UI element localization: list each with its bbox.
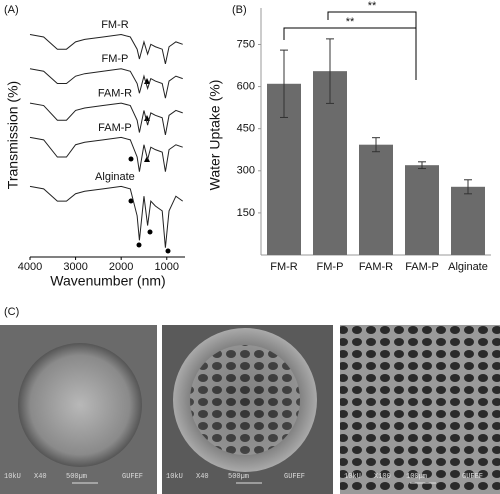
image-caption: X40 — [196, 473, 209, 481]
image-caption: 10kU — [166, 473, 183, 481]
image-caption: 10kU — [4, 473, 21, 481]
image-caption: GUFEF — [284, 473, 305, 481]
series-label: Alginate — [95, 171, 135, 183]
bar — [405, 165, 439, 255]
y-tick-label: 600 — [237, 80, 255, 92]
image-caption: X40 — [34, 473, 47, 481]
bar — [359, 144, 393, 255]
y-tick-label: 750 — [237, 38, 255, 50]
y-tick-label: 150 — [237, 207, 255, 219]
image-caption: GUFEF — [122, 473, 143, 481]
series-label: FAM-R — [98, 87, 132, 99]
x-tick-label: 1000 — [155, 261, 179, 273]
panel-label: (C) — [4, 306, 19, 318]
series-label: FM-R — [101, 19, 129, 31]
x-axis-label: Wavenumber (nm) — [50, 273, 165, 289]
panel-label: (A) — [4, 4, 19, 16]
image-caption: 500µm — [66, 473, 87, 481]
y-axis-label: Transmission (%) — [5, 81, 21, 189]
x-tick-label: 2000 — [109, 261, 133, 273]
series-label: FM-P — [101, 53, 128, 65]
x-tick-label: FM-R — [270, 261, 298, 273]
image-caption: 500µm — [228, 473, 249, 481]
y-tick-label: 450 — [237, 123, 255, 135]
x-tick-label: 3000 — [63, 261, 87, 273]
image-caption: 100µm — [406, 473, 427, 481]
spectrum-line — [29, 68, 183, 99]
x-tick-label: FAM-R — [359, 261, 393, 273]
significance-label: ** — [346, 16, 355, 28]
sem-images — [0, 325, 500, 494]
series-label: FAM-P — [98, 122, 132, 134]
y-axis-label: Water Uptake (%) — [207, 80, 223, 191]
x-tick-label: Alginate — [448, 261, 488, 273]
spectrum-line — [29, 102, 183, 136]
spectrum-line — [29, 33, 183, 65]
panel-label: (B) — [232, 4, 247, 16]
x-tick-label: FAM-P — [405, 261, 439, 273]
sem-image — [340, 325, 500, 494]
significance-brackets — [283, 11, 417, 80]
y-tick-label: 300 — [237, 165, 255, 177]
significance-label: ** — [368, 0, 377, 12]
spectrum-line — [29, 185, 184, 248]
image-caption: GUFEF — [462, 473, 483, 481]
image-caption: X100 — [374, 473, 391, 481]
x-tick-label: FM-P — [317, 261, 344, 273]
bar — [451, 186, 485, 255]
x-tick-label: 4000 — [18, 261, 42, 273]
spectrum-line — [29, 136, 183, 172]
image-caption: 10kU — [344, 473, 361, 481]
